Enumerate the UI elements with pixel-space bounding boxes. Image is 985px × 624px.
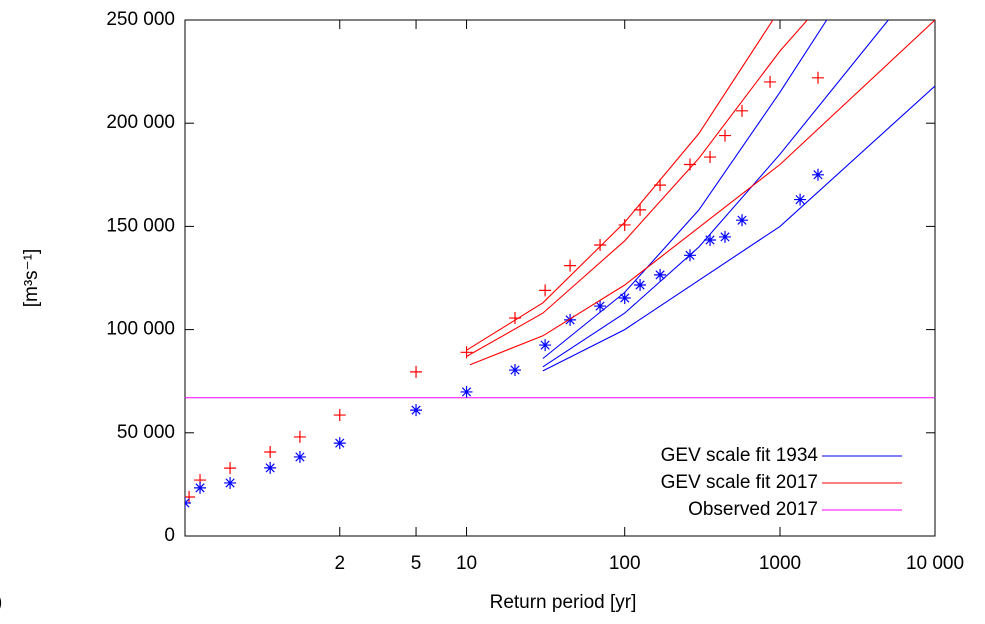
point bbox=[293, 430, 306, 443]
point bbox=[618, 218, 631, 231]
point bbox=[811, 168, 824, 181]
y-tick-label: 200 000 bbox=[106, 112, 175, 133]
legend-label: GEV scale fit 1934 bbox=[661, 445, 819, 466]
point bbox=[410, 365, 423, 378]
point bbox=[333, 409, 346, 422]
y-tick-label: 150 000 bbox=[106, 215, 175, 236]
fit-line bbox=[469, 20, 935, 366]
plot-area bbox=[185, 20, 935, 509]
plot-frame bbox=[184, 19, 936, 537]
point bbox=[564, 259, 577, 272]
point bbox=[264, 461, 277, 474]
point bbox=[704, 151, 717, 164]
point bbox=[718, 129, 731, 142]
x-tick-label: 2 bbox=[334, 553, 345, 574]
point bbox=[618, 292, 631, 305]
fit-line bbox=[466, 20, 808, 357]
panel-label: ) bbox=[0, 592, 2, 613]
fit-line bbox=[542, 20, 828, 359]
y-tick-label: 0 bbox=[164, 525, 175, 546]
point bbox=[564, 313, 577, 326]
fit-line bbox=[542, 85, 935, 372]
legend-label: Observed 2017 bbox=[688, 499, 818, 520]
x-axis-label: Return period [yr] bbox=[490, 592, 637, 613]
point bbox=[736, 104, 749, 117]
point bbox=[634, 203, 647, 216]
point bbox=[736, 214, 749, 227]
point bbox=[594, 238, 607, 251]
fit-line bbox=[466, 20, 774, 351]
point bbox=[460, 385, 473, 398]
point bbox=[194, 481, 207, 494]
point bbox=[654, 268, 667, 281]
point bbox=[264, 445, 277, 458]
x-tick-label: 100 bbox=[609, 553, 641, 574]
point bbox=[410, 404, 423, 417]
point bbox=[539, 284, 552, 297]
x-tick-label: 10 000 bbox=[906, 553, 964, 574]
y-tick-label: 250 000 bbox=[106, 9, 175, 30]
legend-label: GEV scale fit 2017 bbox=[661, 472, 818, 493]
y-tick-label: 50 000 bbox=[117, 422, 175, 443]
point bbox=[509, 364, 522, 377]
y-axis-label: [m³s⁻¹] bbox=[21, 249, 42, 308]
point bbox=[224, 462, 237, 475]
point bbox=[185, 496, 191, 509]
point bbox=[634, 279, 647, 292]
x-tick-label: 5 bbox=[411, 553, 422, 574]
point bbox=[224, 476, 237, 489]
point bbox=[794, 193, 807, 206]
point bbox=[539, 339, 552, 352]
point bbox=[293, 450, 306, 463]
point bbox=[811, 71, 824, 84]
point bbox=[764, 75, 777, 88]
point bbox=[333, 437, 346, 450]
point bbox=[718, 230, 731, 243]
point bbox=[704, 234, 717, 247]
y-tick-label: 100 000 bbox=[106, 319, 175, 340]
x-tick-label: 1000 bbox=[759, 553, 801, 574]
point bbox=[594, 300, 607, 313]
x-tick-label: 10 bbox=[456, 553, 477, 574]
fit-line bbox=[542, 20, 889, 368]
